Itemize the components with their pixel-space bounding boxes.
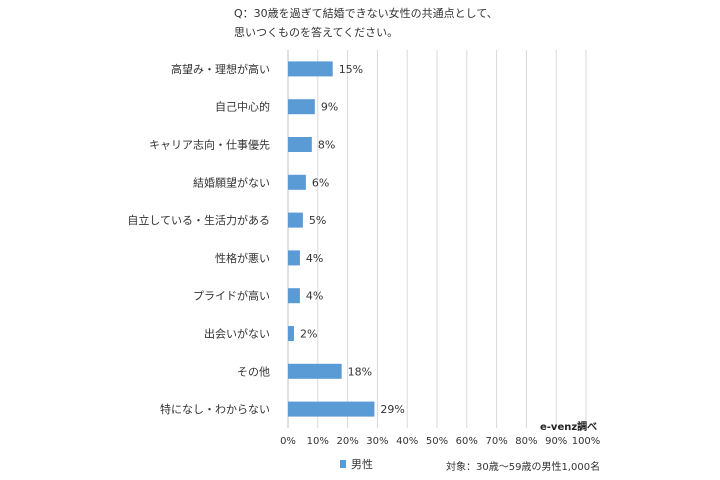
bar [288, 174, 306, 190]
data-label: 15% [339, 63, 363, 76]
legend: 男性 [340, 456, 373, 472]
bar [288, 326, 294, 341]
bar [288, 250, 300, 266]
category-label: プライドが高い [193, 289, 270, 303]
category-label: 特になし・わからない [160, 402, 270, 416]
x-tick-label: 50% [426, 436, 448, 447]
source-note: e-venz調べ [540, 422, 598, 433]
data-label: 8% [318, 139, 335, 152]
legend-label: 男性 [351, 458, 373, 471]
data-label: 4% [306, 252, 323, 265]
x-tick-label: 60% [456, 436, 478, 447]
data-label: 29% [380, 403, 404, 416]
data-label: 6% [312, 176, 329, 189]
legend-swatch [340, 460, 346, 468]
bar [288, 288, 300, 304]
data-label: 9% [321, 101, 338, 114]
x-tick-label: 90% [545, 436, 567, 447]
x-tick-label: 70% [485, 436, 507, 447]
category-label: その他 [237, 365, 270, 378]
bar [288, 401, 375, 417]
bar [288, 99, 315, 115]
bar [288, 61, 333, 77]
sample-note: 対象：30歳～59歳の男性1,000名 [446, 462, 601, 473]
data-label: 18% [348, 365, 372, 378]
x-tick-label: 0% [280, 436, 296, 447]
question-text: Q：30歳を過ぎて結婚できない女性の共通点として、 思いつくものを答えてください… [234, 7, 498, 39]
bar [288, 363, 342, 379]
x-tick-label: 100% [572, 436, 601, 447]
category-label: 自己中心的 [215, 100, 270, 114]
bar [288, 212, 303, 228]
x-tick-label: 80% [515, 436, 537, 447]
data-label: 2% [300, 328, 317, 341]
x-tick-label: 20% [336, 436, 358, 447]
category-label: 出会いがない [204, 327, 270, 341]
data-label: 5% [309, 214, 326, 227]
x-tick-label: 30% [366, 436, 388, 447]
category-label: 結婚願望がない [193, 175, 270, 189]
x-tick-label: 10% [307, 436, 329, 447]
category-label: 高望み・理想が高い [171, 62, 270, 76]
category-label: 自立している・生活力がある [127, 213, 270, 227]
category-label: 性格が悪い [215, 251, 270, 265]
category-label: キャリア志向・仕事優先 [149, 138, 270, 152]
bar [288, 137, 312, 152]
data-label: 4% [306, 290, 323, 303]
x-tick-label: 40% [396, 436, 418, 447]
